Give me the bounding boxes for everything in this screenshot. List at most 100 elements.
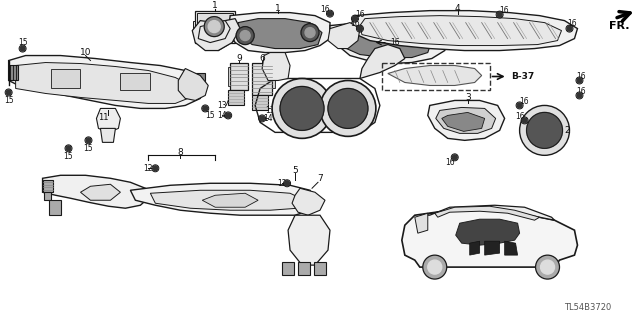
Polygon shape — [198, 21, 228, 50]
Circle shape — [260, 116, 264, 121]
Text: B-37: B-37 — [511, 72, 535, 81]
Polygon shape — [436, 108, 495, 133]
Text: 16: 16 — [577, 72, 586, 81]
Circle shape — [577, 93, 582, 98]
Text: 13: 13 — [266, 106, 275, 115]
Text: 14: 14 — [218, 111, 227, 120]
Text: 16: 16 — [320, 5, 330, 14]
Polygon shape — [252, 63, 272, 95]
Polygon shape — [8, 56, 205, 108]
Circle shape — [153, 166, 158, 171]
Circle shape — [301, 24, 319, 41]
Polygon shape — [235, 21, 240, 33]
Text: 16: 16 — [390, 38, 399, 47]
Polygon shape — [195, 11, 235, 42]
Polygon shape — [51, 69, 81, 88]
Polygon shape — [484, 241, 500, 255]
Polygon shape — [131, 183, 315, 215]
Text: 16: 16 — [515, 112, 524, 121]
Text: 16: 16 — [568, 19, 577, 28]
Polygon shape — [44, 192, 51, 200]
Polygon shape — [442, 112, 484, 131]
Polygon shape — [192, 19, 240, 50]
Polygon shape — [49, 200, 61, 215]
Circle shape — [280, 86, 324, 130]
Polygon shape — [470, 241, 479, 255]
Text: 15: 15 — [205, 111, 215, 120]
Polygon shape — [428, 100, 504, 140]
Polygon shape — [504, 241, 518, 255]
Circle shape — [520, 106, 570, 155]
Polygon shape — [456, 219, 520, 245]
Circle shape — [536, 255, 559, 279]
Polygon shape — [228, 91, 244, 106]
Circle shape — [305, 28, 315, 38]
Text: 16: 16 — [499, 6, 508, 15]
Polygon shape — [43, 175, 148, 208]
Polygon shape — [195, 72, 205, 88]
Circle shape — [522, 118, 527, 123]
Text: 6: 6 — [259, 54, 265, 63]
Text: 16: 16 — [350, 19, 360, 28]
Text: 9: 9 — [236, 54, 242, 63]
Text: 5: 5 — [292, 166, 298, 175]
Polygon shape — [415, 213, 428, 233]
Text: 1: 1 — [275, 4, 281, 13]
Circle shape — [353, 16, 357, 21]
Polygon shape — [336, 26, 432, 57]
Polygon shape — [97, 108, 120, 132]
Text: 15: 15 — [18, 38, 28, 47]
Circle shape — [423, 255, 447, 279]
Text: 16: 16 — [445, 158, 454, 167]
Polygon shape — [314, 262, 326, 275]
Text: 4: 4 — [455, 4, 461, 13]
Text: 15: 15 — [84, 144, 93, 153]
Circle shape — [204, 17, 224, 37]
Polygon shape — [197, 13, 233, 41]
Circle shape — [517, 103, 522, 108]
Circle shape — [6, 90, 11, 95]
Polygon shape — [298, 262, 310, 275]
Polygon shape — [360, 45, 405, 78]
Circle shape — [285, 181, 289, 186]
Polygon shape — [120, 72, 150, 91]
Circle shape — [208, 21, 220, 33]
Circle shape — [226, 113, 230, 118]
Circle shape — [497, 12, 502, 17]
Circle shape — [452, 155, 457, 160]
Text: 16: 16 — [355, 10, 365, 19]
Polygon shape — [228, 67, 230, 86]
Text: 16: 16 — [577, 87, 586, 96]
Circle shape — [86, 138, 91, 143]
Circle shape — [20, 46, 25, 51]
Polygon shape — [360, 16, 561, 46]
Text: 12: 12 — [143, 164, 153, 173]
Text: 8: 8 — [177, 148, 183, 157]
Text: 12: 12 — [277, 179, 287, 188]
Polygon shape — [262, 53, 290, 80]
Polygon shape — [252, 95, 268, 110]
Circle shape — [328, 88, 368, 128]
Polygon shape — [238, 19, 322, 48]
Polygon shape — [43, 180, 52, 192]
Polygon shape — [15, 63, 192, 103]
Polygon shape — [228, 13, 330, 53]
Circle shape — [203, 106, 208, 111]
Polygon shape — [81, 184, 120, 200]
Text: 15: 15 — [4, 96, 13, 105]
Polygon shape — [193, 21, 195, 33]
Text: 11: 11 — [98, 113, 109, 122]
Text: 16: 16 — [519, 97, 529, 106]
Text: 13: 13 — [218, 101, 227, 110]
Polygon shape — [388, 65, 482, 85]
Polygon shape — [202, 193, 258, 207]
Polygon shape — [282, 262, 294, 275]
Polygon shape — [150, 190, 305, 210]
Circle shape — [428, 260, 442, 274]
Text: 3: 3 — [465, 93, 470, 102]
Text: 1: 1 — [212, 1, 218, 10]
Polygon shape — [435, 206, 540, 220]
Circle shape — [240, 31, 250, 41]
Circle shape — [328, 11, 332, 16]
Circle shape — [541, 260, 554, 274]
